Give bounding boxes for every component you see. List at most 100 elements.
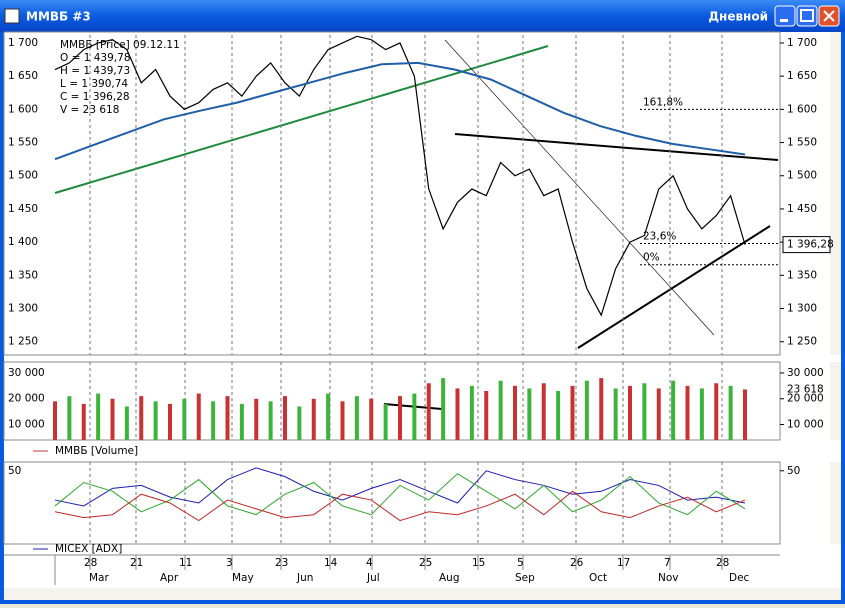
day-label: 11 <box>179 557 192 569</box>
y-tick-label-left: 50 <box>8 465 21 477</box>
day-label: 26 <box>570 557 584 569</box>
scrollbar[interactable] <box>830 362 841 440</box>
fibo-label: 161,8% <box>643 96 683 108</box>
volume-bar <box>426 383 431 440</box>
trend-line <box>454 133 779 161</box>
volume-bar <box>153 401 158 440</box>
h-scrollbar[interactable] <box>4 588 841 600</box>
day-label: 28 <box>716 557 729 569</box>
volume-bar <box>685 385 690 440</box>
maximize-icon <box>800 9 814 22</box>
month-label: Oct <box>589 572 607 584</box>
month-label: Aug <box>439 572 460 584</box>
y-tick-label-left: 1 250 <box>8 336 38 348</box>
volume-bar <box>182 398 187 440</box>
y-tick-label: 10 000 <box>787 419 824 431</box>
minimize-button[interactable] <box>774 5 796 27</box>
month-label: Jul <box>366 572 380 584</box>
trend-line <box>444 39 715 336</box>
series-line <box>54 490 746 522</box>
volume-bar <box>311 398 316 440</box>
day-label: 21 <box>130 557 143 569</box>
volume-bar <box>297 406 302 440</box>
y-tick-label-left: 1 650 <box>8 70 38 82</box>
ohlc-legend: O = 1 439,78 <box>60 52 131 64</box>
volume-bar <box>484 391 489 440</box>
volume-bar <box>168 403 172 440</box>
volume-bar <box>96 393 101 440</box>
series-line <box>54 61 746 161</box>
volume-bar <box>239 403 244 440</box>
y-tick-label-left: 1 400 <box>8 236 38 248</box>
volume-legend: ММВБ [Volume] <box>55 445 138 457</box>
ohlc-legend: C = 1 396,28 <box>60 91 130 103</box>
y-tick-label: 50 <box>787 465 800 477</box>
scrollbar[interactable] <box>830 32 841 355</box>
month-label: May <box>232 572 254 584</box>
y-tick-label: 1 650 <box>787 70 817 82</box>
volume-bar <box>326 393 331 440</box>
volume-bar <box>67 396 72 440</box>
day-label: 14 <box>324 557 338 569</box>
y-tick-label-left: 1 700 <box>8 37 38 49</box>
y-tick-label-left: 1 450 <box>8 203 38 215</box>
volume-bar <box>570 385 575 440</box>
ohlc-legend: L = 1 390,74 <box>60 78 128 90</box>
fibo-label: 0% <box>643 252 660 264</box>
y-tick-label: 1 350 <box>787 269 817 281</box>
month-label: Sep <box>515 572 535 584</box>
volume-bar <box>196 393 201 440</box>
day-label: 3 <box>226 557 233 569</box>
last-price-box <box>782 236 831 254</box>
volume-bar <box>599 378 604 440</box>
title-bar <box>0 0 845 32</box>
month-label: Nov <box>658 572 679 584</box>
app-icon <box>4 8 20 24</box>
last-volume-label: 23 618 <box>787 383 824 395</box>
y-tick-label: 1 550 <box>787 137 817 149</box>
volume-bar <box>455 388 460 440</box>
volume-bar <box>541 383 546 440</box>
y-tick-label-left: 1 350 <box>8 269 38 281</box>
window-title: ММВБ #3 <box>26 10 91 24</box>
day-label: 4 <box>366 557 373 569</box>
y-tick-label-left: 1 500 <box>8 170 38 182</box>
volume-bar <box>211 401 216 440</box>
volume-bar <box>53 401 57 440</box>
volume-bar <box>728 385 733 440</box>
month-label: Mar <box>89 572 109 584</box>
volume-bar <box>743 389 747 440</box>
period: Дневной <box>708 10 768 24</box>
y-tick-label: 1 300 <box>787 303 817 315</box>
volume-bar <box>656 388 661 440</box>
day-label: 17 <box>617 557 630 569</box>
adx-plot <box>3 461 781 545</box>
volume-bar <box>383 403 388 440</box>
volume-bar <box>412 393 417 440</box>
volume-bar <box>628 385 632 440</box>
y-tick-label-left: 1 300 <box>8 303 38 315</box>
y-tick-label: 30 000 <box>787 367 824 379</box>
volume-bar <box>268 401 273 440</box>
month-label: Dec <box>729 572 750 584</box>
volume-bar <box>124 406 129 440</box>
fibo-label: 23,6% <box>643 230 676 242</box>
volume-bar <box>398 396 402 440</box>
y-tick-label: 20 000 <box>787 393 824 405</box>
volume-bar <box>441 378 446 440</box>
y-tick-label-left: 30 000 <box>8 367 45 379</box>
scrollbar[interactable] <box>830 462 841 544</box>
series-line <box>54 467 746 507</box>
day-label: 25 <box>419 557 432 569</box>
y-tick-label-left: 10 000 <box>8 419 45 431</box>
volume-bar <box>556 391 561 440</box>
series-line <box>54 35 746 317</box>
volume-bar <box>671 380 676 440</box>
volume-bar <box>254 398 259 440</box>
trend-line <box>577 225 771 349</box>
y-tick-label: 1 500 <box>787 170 817 182</box>
volume-bar <box>369 398 374 440</box>
volume-bar <box>527 388 532 440</box>
